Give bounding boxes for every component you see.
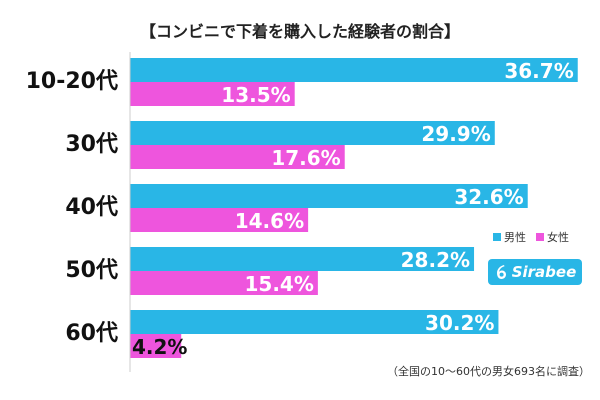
sirabee-logo: Sirabee: [488, 259, 582, 285]
chart-title: 【コンビニで下着を購入した経験者の割合】: [139, 22, 460, 41]
value-label-male: 29.9%: [421, 122, 490, 146]
value-label-female: 15.4%: [244, 272, 313, 296]
bar-female: [130, 82, 295, 106]
legend-swatch-female: [536, 233, 544, 241]
category-label: 50代: [65, 258, 118, 283]
category-label: 10-20代: [26, 69, 118, 94]
value-label-male: 32.6%: [454, 185, 523, 209]
value-label-female: 14.6%: [235, 209, 304, 233]
category-label: 30代: [65, 132, 118, 157]
value-label-female: 4.2%: [132, 335, 187, 359]
bar-male: [130, 247, 475, 271]
category-label: 40代: [65, 195, 118, 220]
legend-label-male: 男性: [504, 231, 526, 244]
bar-female: [130, 145, 345, 169]
bar-female: [130, 271, 318, 295]
bar-male: [130, 310, 499, 334]
value-label-male: 28.2%: [401, 248, 470, 272]
survey-footnote: （全国の10〜60代の男女693名に調査）: [387, 365, 590, 378]
bar-male: [130, 121, 495, 145]
category-label: 60代: [65, 321, 118, 346]
bar-male: [130, 184, 528, 208]
chart-legend: 男性 女性: [493, 229, 569, 245]
sirabee-logo-icon: [496, 265, 506, 279]
bar-female: [130, 334, 182, 358]
value-label-female: 17.6%: [271, 146, 340, 170]
value-label-female: 13.5%: [221, 83, 290, 107]
legend-label-female: 女性: [547, 231, 569, 244]
legend-swatch-male: [493, 233, 501, 241]
bar-female: [130, 208, 309, 232]
value-label-male: 36.7%: [504, 59, 573, 83]
value-label-male: 30.2%: [425, 311, 494, 335]
sirabee-logo-text: Sirabee: [511, 263, 577, 281]
bar-male: [130, 58, 578, 82]
